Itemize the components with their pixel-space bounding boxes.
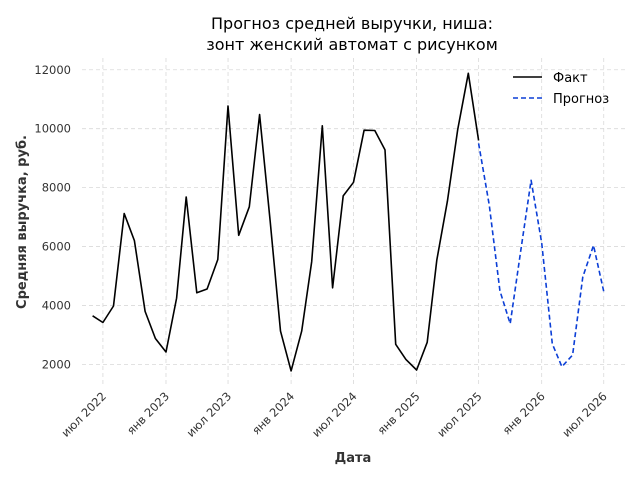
x-tick-label: янв 2025 xyxy=(375,389,423,437)
x-tick-label: июл 2024 xyxy=(309,389,360,440)
x-gridlines xyxy=(102,58,605,385)
x-tick-label: янв 2026 xyxy=(500,389,548,437)
y-tick-label: 8000 xyxy=(42,181,71,195)
y-axis-ticks: 2000 4000 6000 8000 10000 12000 xyxy=(34,63,71,372)
x-axis-ticks: июл 2022 янв 2023 июл 2023 янв 2024 июл 2024… xyxy=(59,389,610,440)
chart-title-line-2: зонт женский автомат с рисунком xyxy=(206,35,498,54)
x-tick-label: июл 2023 xyxy=(184,389,235,440)
chart-title: Прогноз средней выручки, ниша: зонт женс… xyxy=(206,14,498,54)
legend-label-fact: Факт xyxy=(553,71,588,86)
series-layer xyxy=(92,72,605,372)
x-tick-label: июл 2026 xyxy=(559,389,610,440)
chart-title-line-1: Прогноз средней выручки, ниша: xyxy=(211,14,493,33)
legend-label-forecast: Прогноз xyxy=(553,92,609,107)
series-line-forecast xyxy=(477,143,605,368)
y-tick-label: 4000 xyxy=(42,298,71,312)
x-tick-label: июл 2022 xyxy=(59,389,110,440)
x-tick-label: июл 2025 xyxy=(434,389,485,440)
y-tick-label: 6000 xyxy=(42,240,71,254)
x-tick-label: янв 2024 xyxy=(249,389,297,437)
series-line-fact xyxy=(92,72,480,372)
x-tick-label: янв 2023 xyxy=(124,389,172,437)
x-axis-label: Дата xyxy=(335,451,372,466)
y-tick-label: 12000 xyxy=(34,63,71,77)
y-tick-label: 2000 xyxy=(42,357,71,371)
y-axis-label: Средняя выручка, руб. xyxy=(15,135,30,309)
legend: Факт Прогноз xyxy=(513,71,609,107)
y-tick-label: 10000 xyxy=(34,122,71,136)
